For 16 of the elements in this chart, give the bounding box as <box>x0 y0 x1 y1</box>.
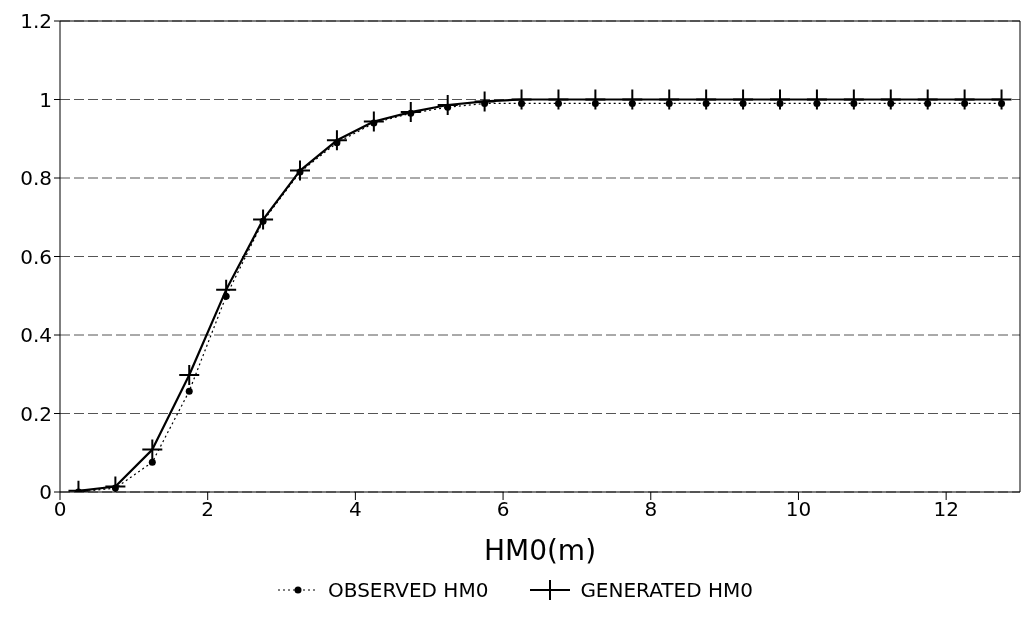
x-tick-label: 4 <box>349 497 362 522</box>
x-axis-title: HM0(m) <box>483 534 597 567</box>
y-tick-label: 0.2 <box>20 401 52 426</box>
y-tick-label: 0.6 <box>20 244 52 269</box>
y-tick-label: 0 <box>39 480 52 505</box>
x-tick-label: 12 <box>933 497 959 522</box>
x-tick-label: 8 <box>644 497 658 522</box>
y-tick-label: 1 <box>39 87 52 112</box>
y-tick-label: 0.8 <box>20 166 52 191</box>
x-tick-label: 2 <box>201 497 215 522</box>
x-tick-label: 10 <box>785 497 812 522</box>
legend-label: GENERATED HM0 <box>580 578 753 602</box>
legend-label: OBSERVED HM0 <box>328 578 489 602</box>
y-tick-label: 1.2 <box>20 9 52 34</box>
y-tick-label: 0.4 <box>20 323 52 348</box>
x-tick-label: 6 <box>496 497 510 522</box>
